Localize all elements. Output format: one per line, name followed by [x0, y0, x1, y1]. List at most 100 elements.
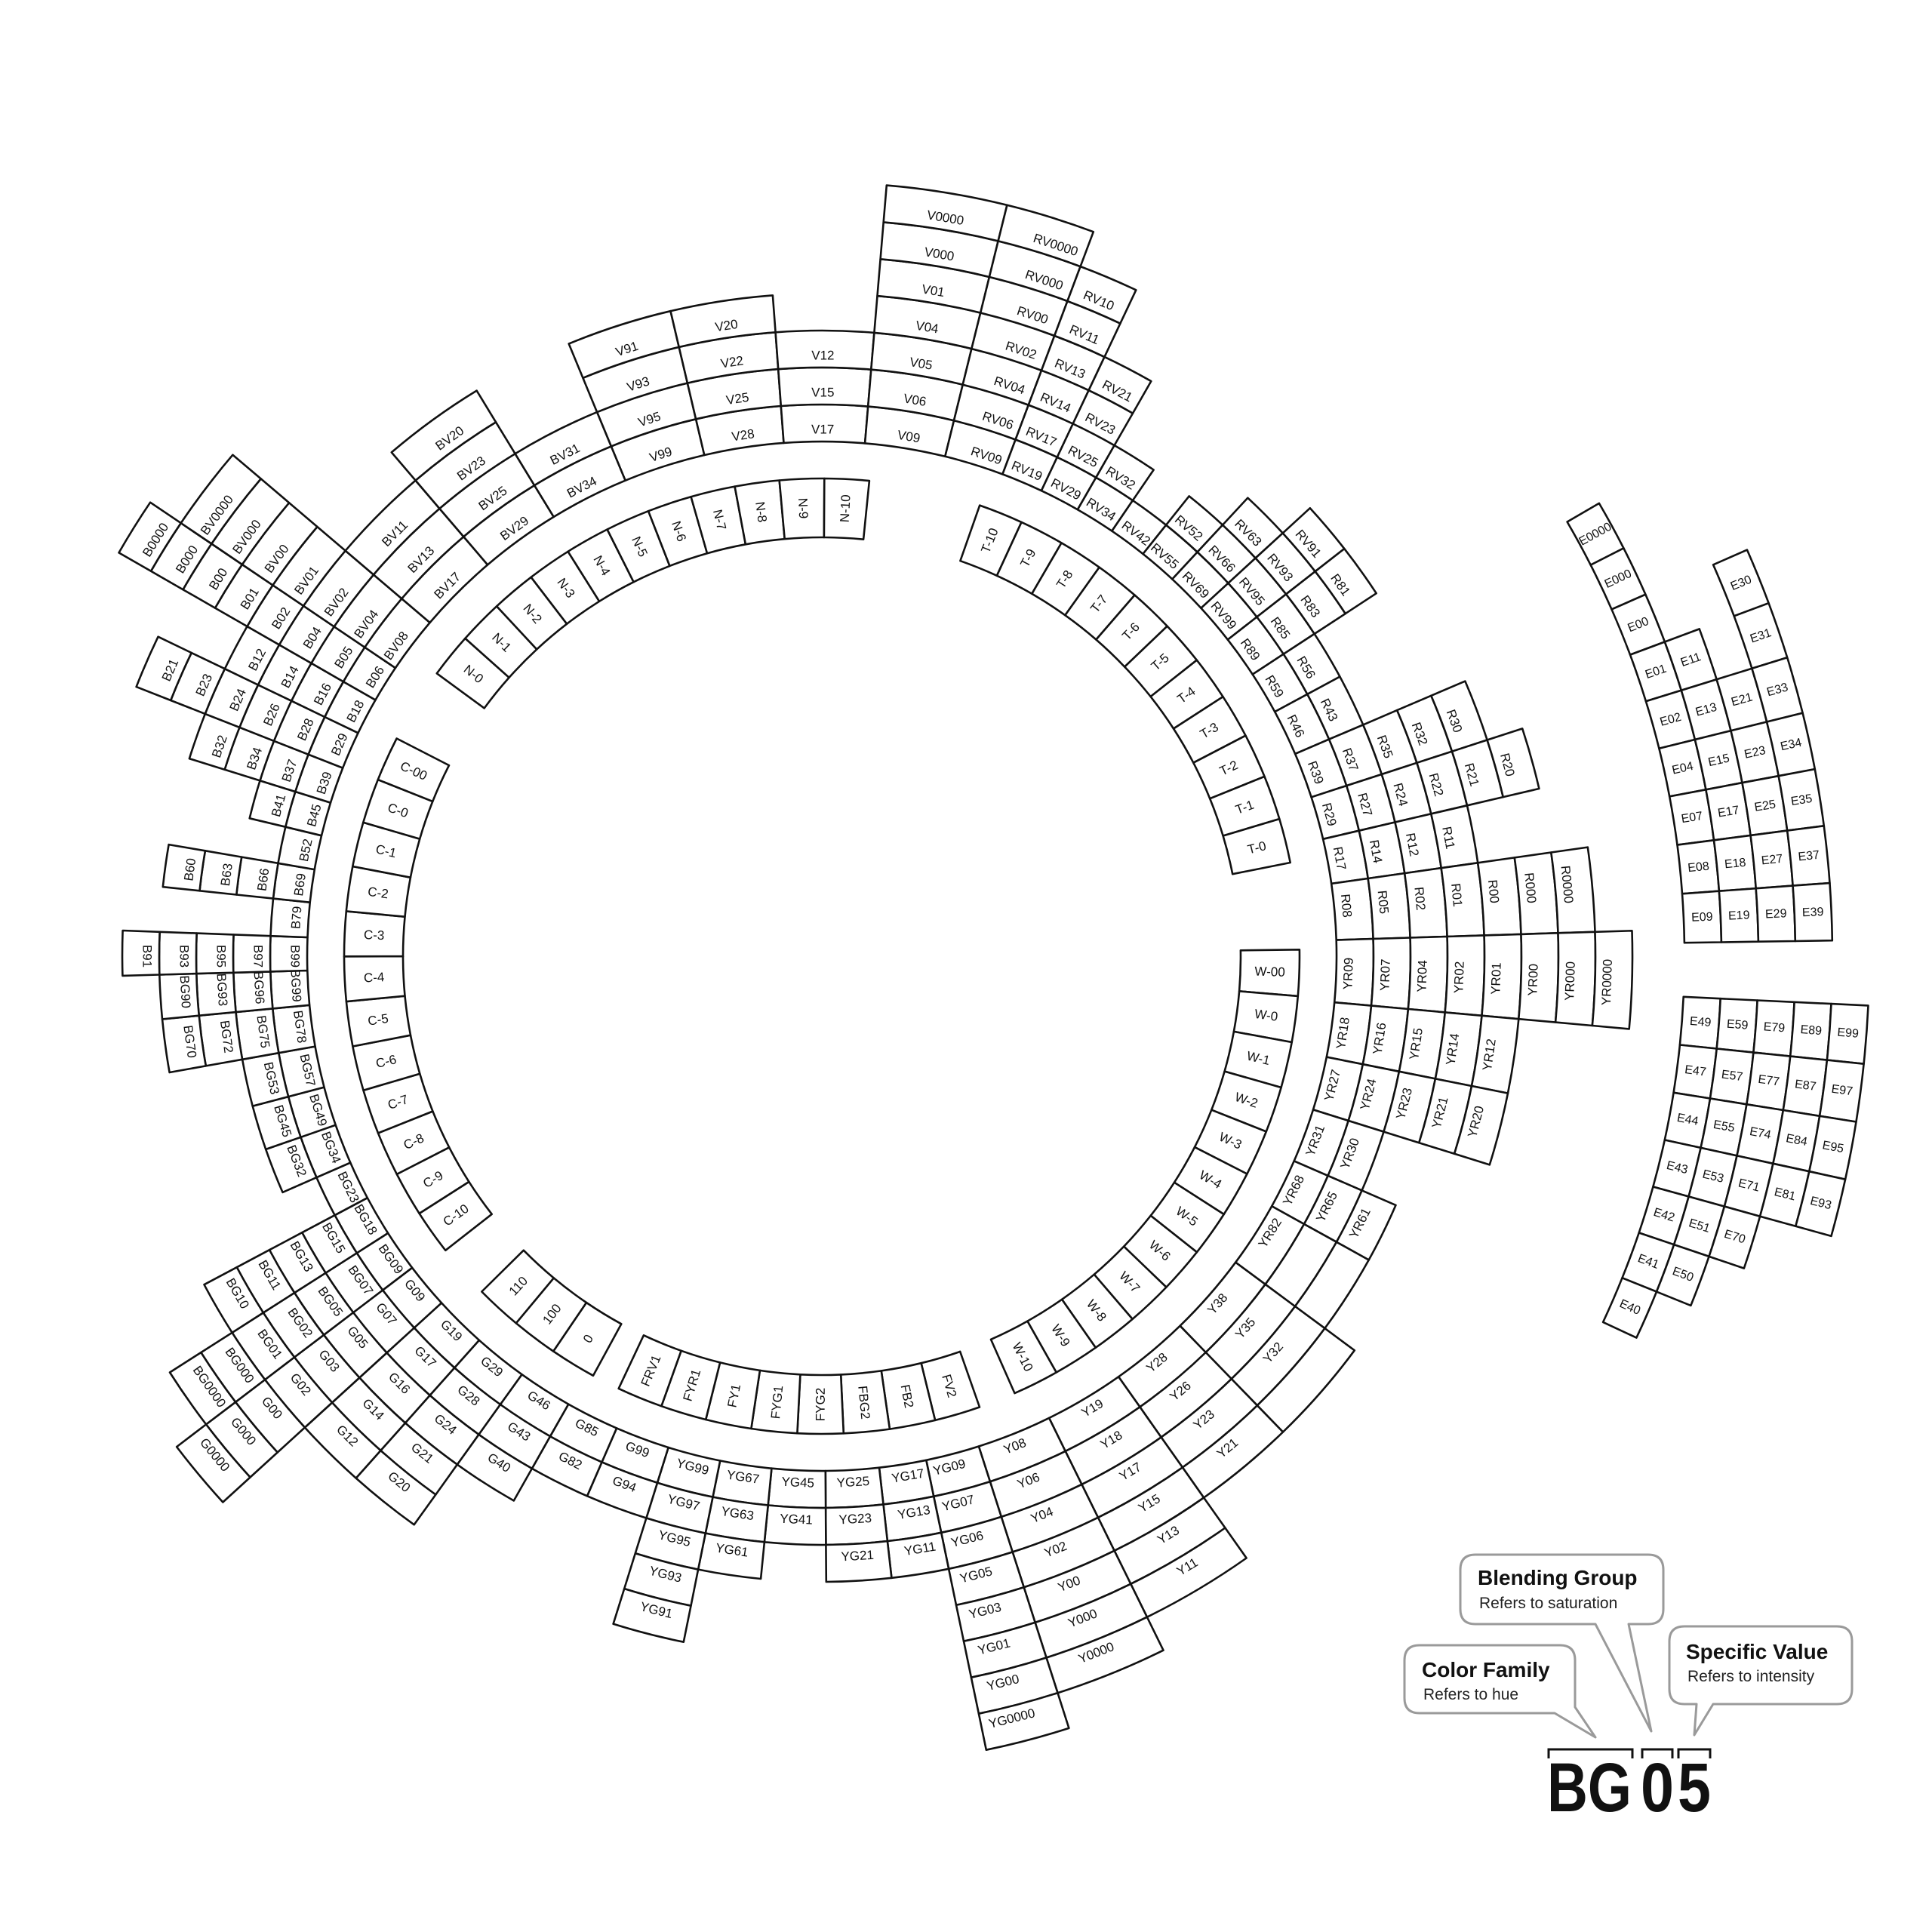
- swatch-cell: [1655, 1243, 1710, 1307]
- legend: Blending Group Refers to saturation Colo…: [1403, 1553, 1854, 1826]
- swatch-label: R08: [1338, 894, 1355, 918]
- swatch-cell: [390, 389, 497, 481]
- swatch-label: E59: [1726, 1018, 1749, 1032]
- swatch-label: YR09: [1340, 958, 1355, 990]
- swatch-cell: [669, 294, 777, 349]
- swatch-label: C-4: [364, 970, 385, 985]
- swatch-label: V04: [915, 318, 940, 337]
- swatch-label: E53: [1701, 1168, 1725, 1186]
- swatch-cell: [612, 1587, 692, 1643]
- swatch-label: E09: [1691, 911, 1713, 924]
- swatch-label: YG25: [836, 1474, 870, 1491]
- swatch-label: V20: [714, 317, 739, 334]
- swatch-label: YR07: [1377, 958, 1392, 991]
- swatch-label: YR000: [1562, 961, 1578, 1001]
- swatch-cell: [481, 1249, 555, 1324]
- swatch-label: R01: [1448, 883, 1465, 908]
- speech-bubble: [1403, 1644, 1597, 1739]
- swatch-cell: [1314, 547, 1377, 615]
- swatch-cell: [118, 501, 182, 573]
- swatch-cell: [135, 635, 192, 702]
- inner-ring: C-10C-9C-8C-7C-6C-5C-4C-3C-2C-1C-0C-00N-…: [343, 477, 1301, 1435]
- swatch-label: R0000: [1558, 865, 1577, 904]
- swatch-label: V01: [921, 281, 946, 300]
- swatch-label: E25: [1753, 798, 1777, 814]
- swatch-label: YG45: [781, 1475, 814, 1491]
- swatch-label: E29: [1765, 907, 1787, 921]
- swatch-label: V17: [811, 422, 834, 436]
- swatch-label: E07: [1681, 810, 1704, 826]
- swatch-label: FYG2: [814, 1388, 828, 1421]
- swatch-label: E77: [1757, 1073, 1780, 1089]
- swatch-label: E37: [1798, 849, 1820, 864]
- swatch-label: W-00: [1254, 964, 1285, 980]
- swatch-cell: [1792, 881, 1834, 943]
- swatch-label: V09: [897, 428, 921, 446]
- swatch-label: BG90: [177, 975, 193, 1008]
- swatch-cell: [823, 477, 871, 540]
- swatch-label: E19: [1728, 909, 1750, 922]
- swatch-cell: [514, 411, 613, 487]
- swatch-label: E79: [1763, 1020, 1786, 1035]
- swatch-cell: [168, 1351, 237, 1426]
- swatch-label: B69: [291, 872, 309, 897]
- blending-group-callout: Blending Group Refers to saturation: [1459, 1553, 1665, 1733]
- swatch-label: E43: [1665, 1159, 1689, 1177]
- swatch-label: V25: [725, 390, 750, 408]
- swatch-label: V06: [903, 391, 928, 409]
- swatch-cell: [1708, 1205, 1761, 1269]
- swatch-label: E89: [1800, 1023, 1823, 1038]
- swatch-cell: [121, 929, 161, 977]
- swatch-cell: [989, 1320, 1057, 1395]
- swatch-label: E08: [1687, 860, 1710, 875]
- swatch-label: B60: [181, 857, 198, 882]
- swatch-cell: [1591, 930, 1634, 1030]
- swatch-label: E95: [1821, 1139, 1844, 1155]
- example-group-digit: 0: [1641, 1749, 1674, 1826]
- swatch-label: V12: [811, 348, 834, 362]
- swatch-cell: [162, 843, 207, 892]
- swatch-label: YR0000: [1599, 958, 1615, 1005]
- swatch-label: R000: [1521, 872, 1539, 903]
- swatch-label: FBG2: [855, 1385, 872, 1420]
- swatch-label: E57: [1721, 1069, 1744, 1084]
- swatch-cell: [175, 1423, 251, 1503]
- swatch-label: YG41: [780, 1512, 813, 1527]
- swatch-cell: [1066, 265, 1137, 325]
- swatch-label: E99: [1837, 1026, 1860, 1041]
- swatch-label: B63: [218, 863, 235, 888]
- group-bracket: [1641, 1748, 1674, 1758]
- swatch-label: B97: [251, 945, 266, 968]
- swatch-cell: [997, 204, 1095, 268]
- swatch-label: E35: [1790, 792, 1814, 808]
- callout-title: Specific Value: [1686, 1640, 1828, 1663]
- callout-subtitle: Refers to intensity: [1687, 1668, 1815, 1685]
- swatch-label: V28: [731, 426, 755, 444]
- swatch-cell: [825, 1540, 893, 1583]
- earth-family-lower-block: E49E47E44E43E42E41E40E59E57E55E53E51E50E…: [1601, 995, 1869, 1339]
- callout-title: Color Family: [1422, 1658, 1550, 1681]
- swatch-label: E87: [1794, 1078, 1817, 1094]
- earth-family-upper-block: E0000E000E00E01E02E04E07E08E09E11E13E15E…: [1566, 502, 1834, 944]
- swatch-cell: [617, 1334, 682, 1407]
- speech-bubble: [1459, 1553, 1665, 1733]
- swatch-label: E71: [1737, 1177, 1761, 1194]
- swatch-label: B93: [177, 945, 192, 968]
- main-ring: V99V95V93V91V28V25V22V20V17V15V12V09V06V…: [118, 184, 1634, 1751]
- swatch-label: V22: [720, 353, 745, 371]
- swatch-cell: [977, 1691, 1070, 1751]
- swatch-label: E27: [1761, 853, 1783, 868]
- value-bracket: [1677, 1748, 1712, 1758]
- swatch-label: N-10: [838, 494, 854, 523]
- swatch-label: B95: [214, 945, 229, 968]
- callout-subtitle: Refers to saturation: [1479, 1595, 1617, 1612]
- swatch-label: N-9: [795, 497, 811, 518]
- swatch-label: YR04: [1414, 960, 1429, 992]
- swatch-label: BG99: [288, 969, 303, 1002]
- swatch-label: FYG1: [768, 1385, 786, 1420]
- swatch-label: R00: [1485, 879, 1502, 904]
- swatch-label: E55: [1712, 1118, 1736, 1135]
- swatch-label: B99: [288, 945, 303, 968]
- callout-title: Blending Group: [1478, 1566, 1638, 1589]
